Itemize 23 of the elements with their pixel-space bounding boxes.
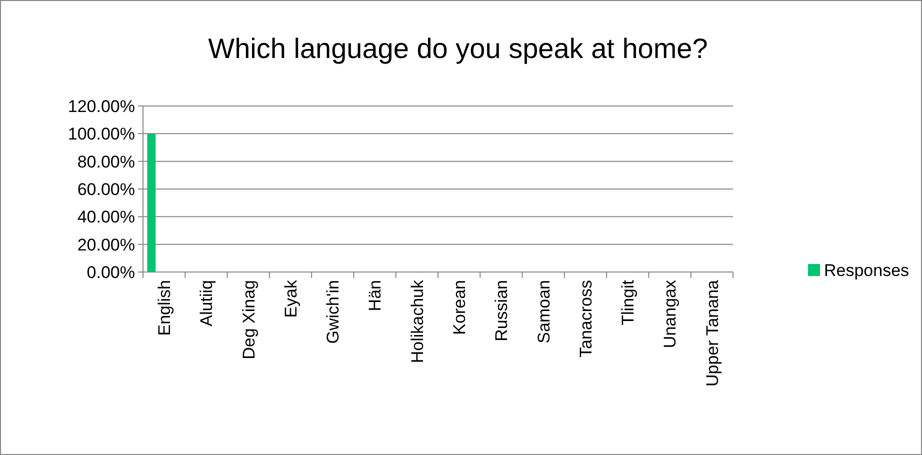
- x-tick-label: Alutiiq: [197, 280, 216, 326]
- chart-title: Which language do you speak at home?: [208, 33, 708, 64]
- x-tick-label: Gwich'in: [324, 280, 343, 344]
- x-tick-label: Korean: [450, 280, 470, 335]
- x-tick-label: Deg Xinag: [239, 280, 258, 360]
- y-tick-label: 80.00%: [77, 152, 135, 172]
- y-tick-label: 60.00%: [77, 180, 135, 199]
- x-tick-label: Hän: [366, 280, 385, 312]
- x-tick-label: Tanacross: [576, 280, 596, 358]
- y-tick-label: 0.00%: [86, 262, 135, 282]
- y-tick-label: 40.00%: [77, 208, 135, 227]
- x-tick-label: Unangax: [660, 280, 680, 348]
- y-tick-label: 20.00%: [77, 235, 135, 254]
- x-tick-label: Russian: [492, 280, 512, 342]
- x-tick-label: Upper Tanana: [702, 279, 722, 386]
- x-tick-label: Samoan: [534, 280, 554, 344]
- legend-label: Responses: [824, 260, 910, 280]
- x-tick-label: Eyak: [281, 280, 300, 318]
- x-tick-label: Holikachuk: [408, 280, 427, 364]
- x-tick-label: Tlingit: [618, 280, 638, 326]
- y-tick-label: 100.00%: [68, 124, 135, 144]
- y-tick-label: 120.00%: [68, 96, 135, 116]
- x-tick-label: English: [155, 280, 174, 336]
